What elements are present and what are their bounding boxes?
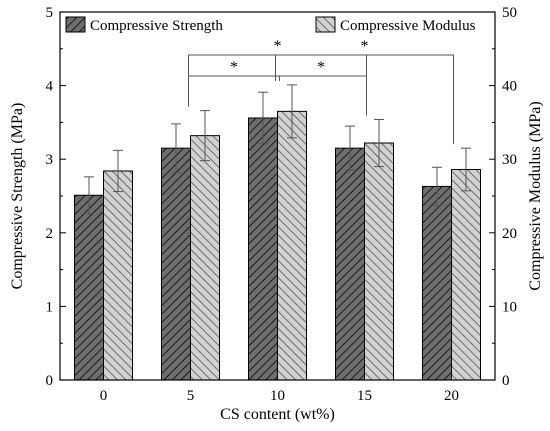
bar-compressive-strength-5	[161, 147, 191, 381]
error-bar-compressive-strength-20	[432, 166, 442, 207]
significance-star: *	[230, 59, 238, 76]
significance-bracket-line	[275, 75, 367, 116]
error-bar-compressive-modulus-0	[113, 149, 123, 193]
significance-layer: * * * *	[188, 38, 454, 145]
significance-bracket-5-15: *	[188, 38, 367, 116]
y-axis-label-right: Compressive Modulus (MPa)	[527, 101, 544, 290]
significance-bracket-10-15: *	[275, 59, 367, 116]
y-tick-label-right-40: 40	[502, 79, 517, 95]
bar-compressive-strength-10	[248, 117, 278, 381]
significance-bracket-5-10: *	[188, 59, 280, 107]
error-bar-compressive-modulus-20	[461, 147, 471, 192]
x-tick-label-20: 20	[444, 388, 459, 404]
error-bar-compressive-strength-15	[345, 125, 355, 171]
bar-compressive-strength-20	[422, 185, 452, 381]
x-axis-label: CS content (wt%)	[220, 406, 335, 423]
error-bar-compressive-strength-0	[84, 176, 94, 215]
significance-bracket-line	[188, 54, 367, 116]
significance-star: *	[361, 38, 369, 55]
legend-label-compressive-strength: Compressive Strength	[90, 18, 223, 34]
error-bar-compressive-strength-10	[258, 91, 268, 145]
y-tick-label-left-3: 3	[46, 152, 54, 168]
y-tick-label-left-1: 1	[46, 299, 54, 315]
y-tick-label-left-4: 4	[46, 79, 54, 95]
error-bar-compressive-modulus-15	[374, 118, 384, 168]
y-tick-label-right-0: 0	[502, 373, 510, 389]
error-bar-compressive-modulus-5	[200, 110, 210, 162]
x-tick-label-15: 15	[357, 388, 372, 404]
y-tick-label-left-5: 5	[46, 5, 54, 21]
legend: Compressive Strength Compressive Modulus	[65, 16, 476, 34]
y-axis-label-left: Compressive Strength (MPa)	[9, 103, 26, 290]
legend-label-compressive-modulus: Compressive Modulus	[340, 18, 476, 34]
y-tick-label-right-50: 50	[502, 5, 517, 21]
y-tick-label-right-30: 30	[502, 152, 517, 168]
bar-compressive-modulus-20	[451, 169, 481, 381]
x-tick-label-5: 5	[187, 388, 195, 404]
bar-compressive-modulus-5	[190, 135, 220, 381]
error-bar-compressive-strength-5	[171, 123, 181, 173]
x-tick-label-10: 10	[270, 388, 285, 404]
bar-compressive-modulus-15	[364, 142, 394, 381]
bar-compressive-strength-15	[335, 147, 365, 381]
y-tick-label-right-20: 20	[502, 226, 517, 242]
error-bar-compressive-modulus-10	[287, 84, 297, 139]
legend-swatch-compressive-strength	[65, 16, 86, 33]
y-tick-label-right-10: 10	[502, 299, 517, 315]
bar-compressive-strength-0	[74, 194, 104, 381]
significance-bracket-line	[188, 75, 280, 107]
y-tick-label-left-2: 2	[46, 226, 54, 242]
significance-star: *	[317, 59, 325, 76]
error-bars-layer	[84, 84, 471, 215]
significance-bracket-line	[275, 54, 454, 145]
bars-layer	[74, 110, 481, 381]
y-tick-label-left-0: 0	[46, 373, 54, 389]
significance-star: *	[274, 38, 282, 55]
bar-compressive-modulus-10	[277, 110, 307, 381]
bar-compressive-modulus-0	[103, 170, 133, 381]
significance-bracket-10-20: *	[275, 38, 454, 145]
legend-swatch-compressive-modulus	[315, 16, 336, 33]
x-tick-label-0: 0	[100, 388, 108, 404]
